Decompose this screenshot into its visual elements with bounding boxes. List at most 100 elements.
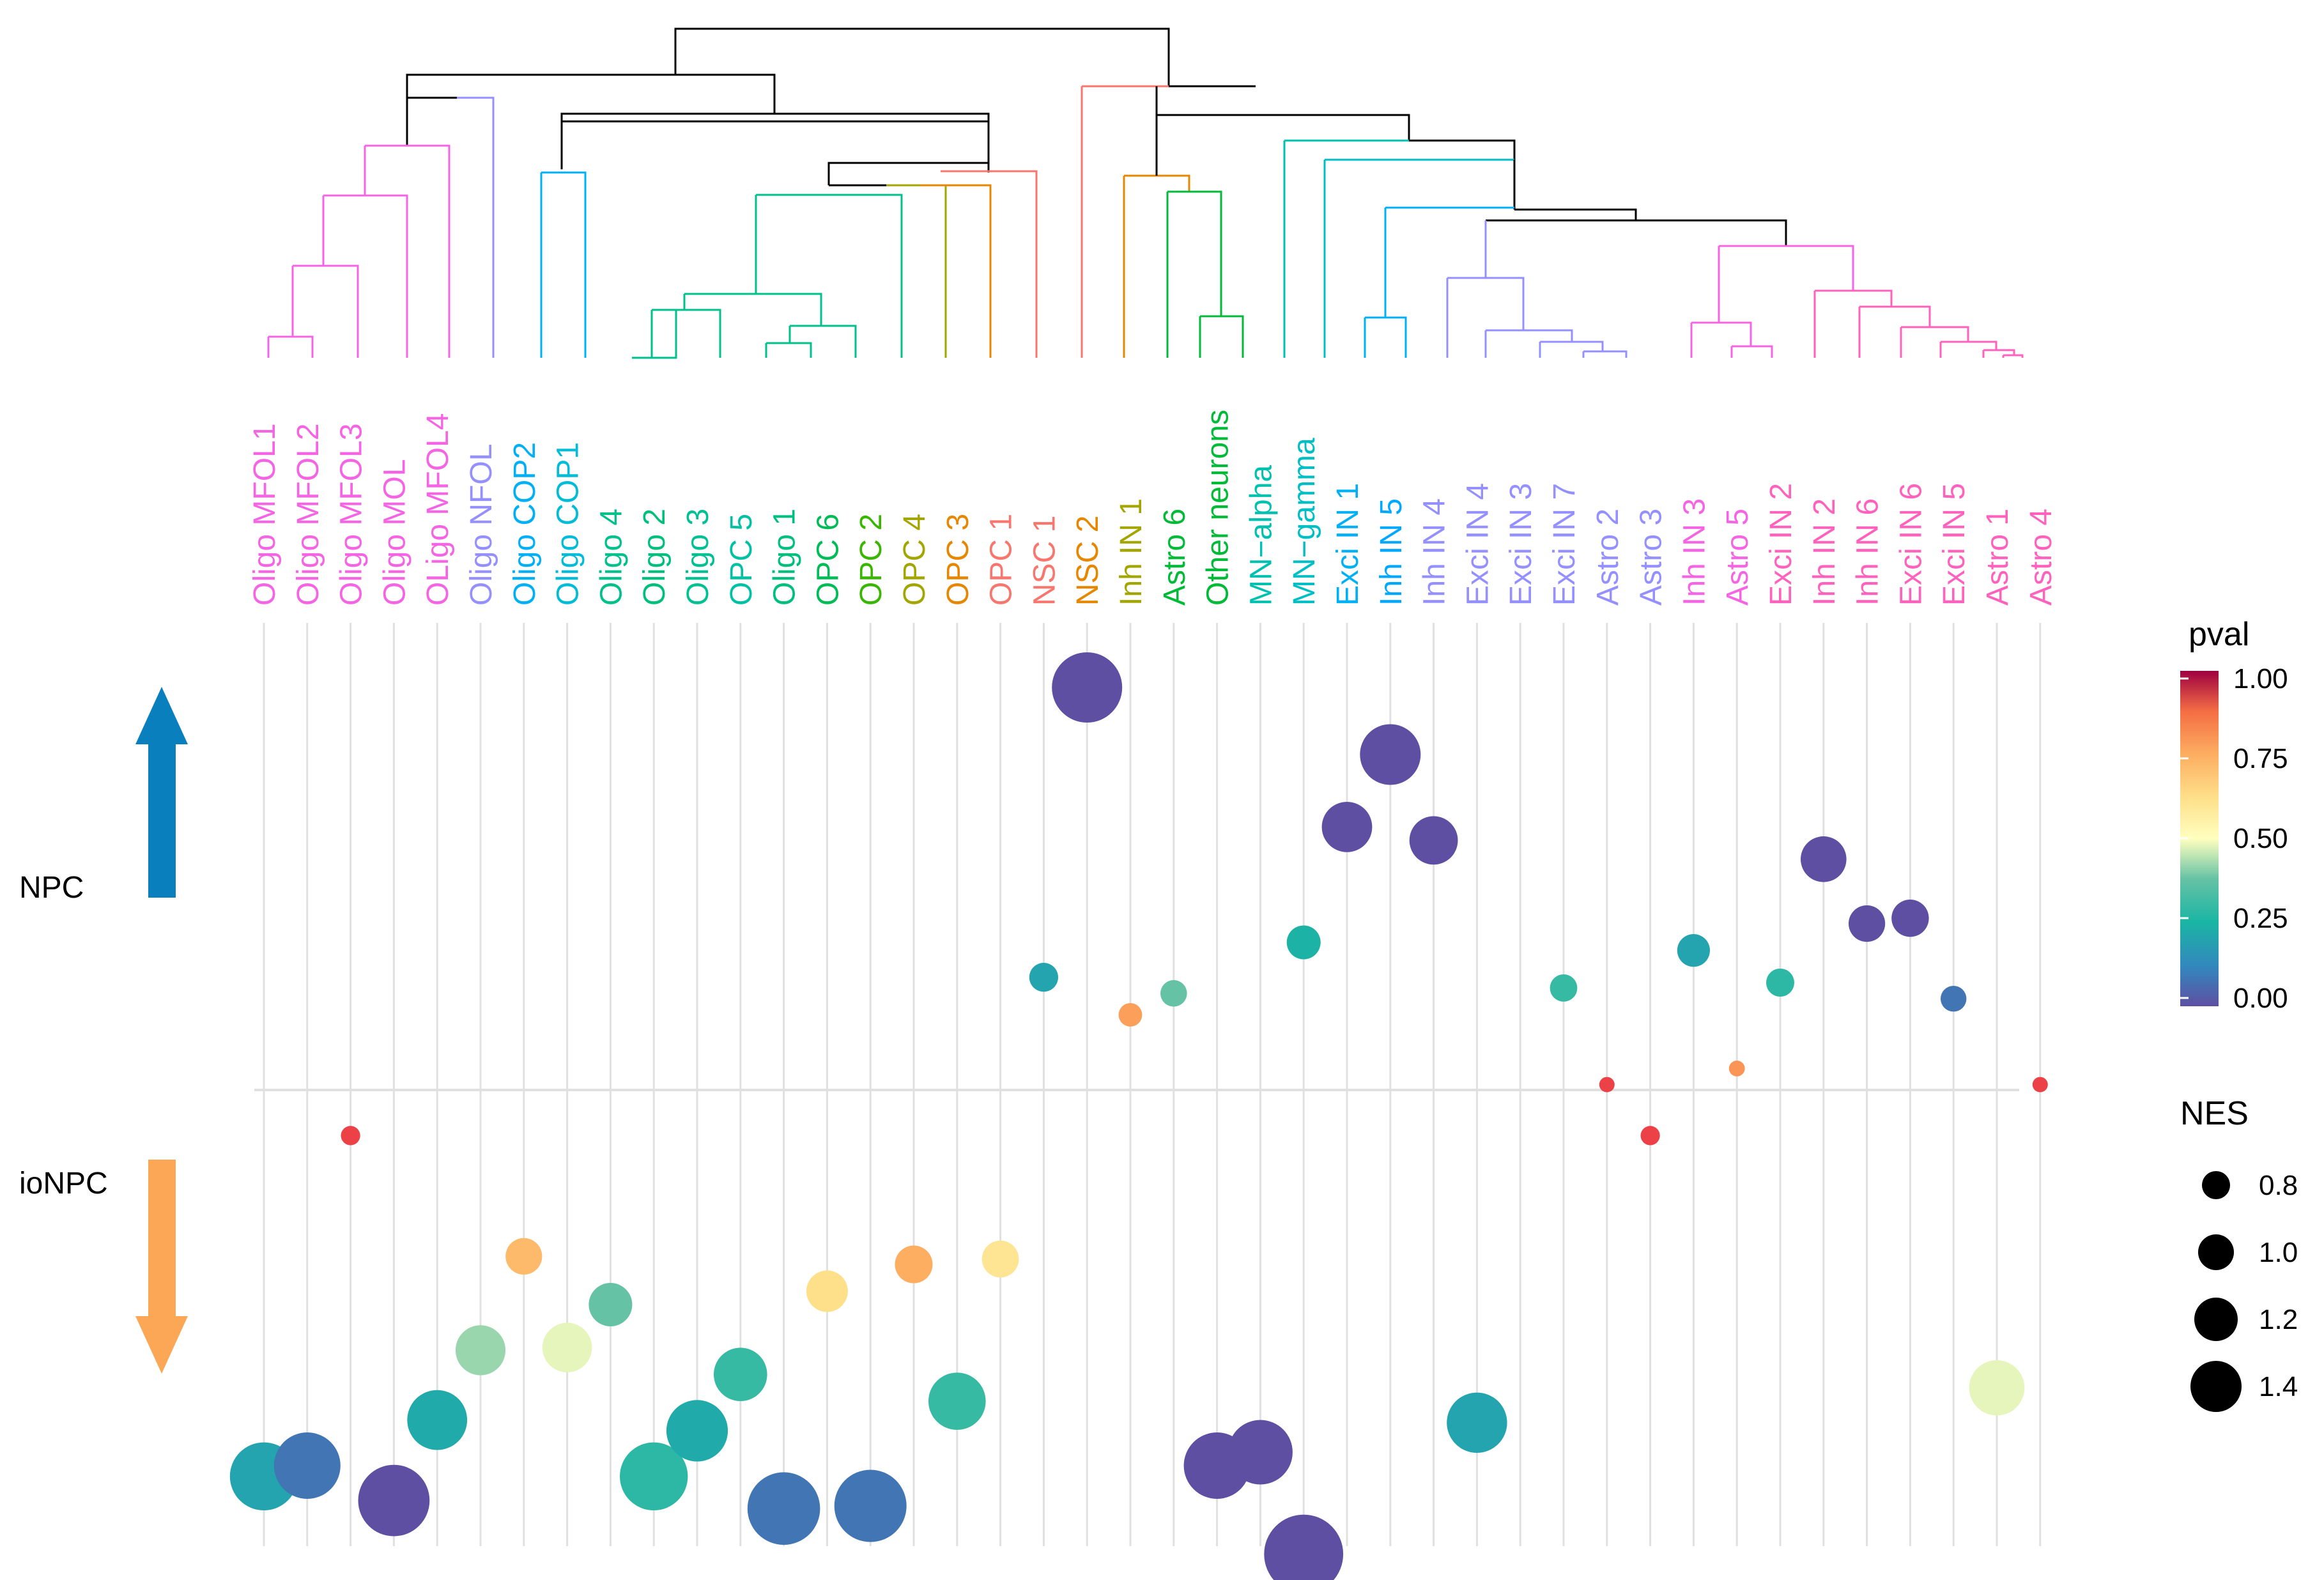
dendro-branch	[1540, 341, 1604, 351]
dendro-branch	[268, 335, 314, 358]
nes-legend-title: NES	[2180, 1095, 2249, 1132]
dendro-branch	[1486, 329, 1573, 342]
column-label: NSC 1	[1027, 516, 1061, 606]
data-point	[341, 1126, 360, 1146]
column-label: Oligo 1	[768, 509, 802, 606]
nes-legend: NES 0.8 1.0 1.2 1.4	[2180, 1095, 2298, 1412]
column-label: Inh IN 1	[1114, 498, 1148, 606]
column-label: Exci IN 5	[1937, 483, 1971, 606]
data-point	[1360, 724, 1421, 785]
data-point	[1264, 1514, 1344, 1580]
dendro-branch	[652, 309, 721, 358]
column-label: Exci IN 1	[1331, 483, 1365, 606]
ionpc-label: ioNPC	[19, 1167, 108, 1200]
column-label: MN−alpha	[1244, 465, 1278, 606]
column-label: Astro 4	[2024, 509, 2058, 606]
dendro-branch	[1691, 321, 1752, 346]
data-point	[407, 1390, 468, 1450]
up-arrow-icon	[135, 687, 188, 898]
data-point	[928, 1372, 986, 1430]
column-label: Other neurons	[1201, 410, 1235, 606]
column-label: OPC 1	[985, 514, 1019, 606]
colorbar-tick-label: 0.00	[2233, 983, 2288, 1014]
data-point	[1029, 963, 1058, 992]
column-label: Astro 1	[1981, 509, 2015, 606]
data-point	[1969, 1360, 2025, 1416]
dendro-branch	[920, 184, 992, 358]
data-point	[747, 1472, 820, 1545]
column-label: Oligo MOL	[378, 459, 412, 606]
column-label: Oligo MFOL3	[335, 424, 369, 606]
dendro-branch	[541, 171, 587, 358]
data-point	[1801, 836, 1847, 882]
size-legend-dot	[2190, 1361, 2242, 1412]
data-point	[666, 1400, 728, 1462]
size-legend-label: 0.8	[2259, 1170, 2298, 1201]
dendro-branch	[406, 96, 493, 146]
data-point	[834, 1469, 907, 1542]
dendro-branch	[457, 96, 495, 358]
colorbar-tick-label: 0.75	[2233, 743, 2288, 774]
data-point	[1941, 986, 1967, 1012]
data-point	[2032, 1077, 2048, 1093]
npc-label: NPC	[19, 871, 84, 905]
dendro-branch	[674, 27, 1170, 86]
data-point	[1728, 1061, 1745, 1077]
data-point	[714, 1347, 767, 1401]
data-point	[1160, 980, 1187, 1007]
column-label: Astro 6	[1158, 509, 1192, 606]
dendro-branch	[1124, 174, 1190, 192]
data-point	[505, 1238, 543, 1275]
data-point	[1640, 1126, 1660, 1146]
dendro-branch	[1859, 305, 1931, 327]
dendrogram	[267, 27, 2024, 359]
size-legend-dot	[2194, 1298, 2238, 1341]
dendro-branch	[406, 73, 776, 112]
column-label: Exci IN 7	[1548, 483, 1581, 606]
dendro-branch	[941, 170, 1038, 358]
data-point	[542, 1323, 592, 1372]
dendro-branch	[1365, 316, 1407, 358]
dendro-branch	[323, 194, 408, 358]
column-label: Inh IN 6	[1851, 498, 1885, 606]
column-label: Exci IN 2	[1764, 483, 1798, 606]
column-label: Exci IN 4	[1461, 483, 1495, 606]
dendro-branch	[756, 194, 903, 358]
dendro-branch	[560, 112, 990, 173]
colorbar-tick-label: 0.50	[2233, 823, 2288, 854]
column-label: OPC 2	[854, 514, 888, 606]
data-point	[895, 1245, 933, 1284]
data-point	[1891, 900, 1929, 937]
dendro-branch	[790, 325, 857, 358]
column-label: Oligo MFOL1	[248, 424, 282, 606]
column-label: Oligo COP1	[551, 442, 585, 606]
data-point	[1286, 925, 1321, 960]
dendro-branch	[1732, 345, 1773, 358]
pval-legend: pval 1.00 0.75 0.50 0.25 0.00	[2180, 616, 2288, 1014]
column-label: Inh IN 5	[1374, 498, 1408, 606]
colorbar-tick-label: 1.00	[2233, 663, 2288, 694]
column-label: Astro 2	[1591, 509, 1625, 606]
dendro-branch	[886, 184, 947, 358]
dendro-branch	[684, 293, 822, 326]
column-label: NSC 2	[1071, 516, 1105, 606]
column-gridlines	[263, 623, 2042, 1546]
column-label: Inh IN 2	[1808, 498, 1842, 606]
dendro-branch	[1901, 326, 1969, 342]
dendro-branch	[293, 265, 359, 358]
column-label: Exci IN 3	[1504, 483, 1538, 606]
column-label: Oligo COP2	[508, 442, 542, 606]
dendro-branch	[766, 342, 812, 358]
data-point	[1766, 969, 1794, 997]
column-label: Oligo 4	[594, 509, 628, 606]
column-label: Oligo 3	[681, 509, 715, 606]
data-point	[1550, 974, 1578, 1002]
column-label: Oligo 2	[638, 509, 672, 606]
dendro-branch	[1983, 349, 2015, 355]
column-label: Astro 5	[1721, 509, 1755, 606]
colorbar-tick-label: 0.25	[2233, 903, 2288, 934]
dendro-branch	[827, 162, 989, 185]
column-label: Astro 3	[1635, 509, 1668, 606]
size-legend-dot	[2202, 1171, 2230, 1199]
data-point	[455, 1325, 506, 1376]
